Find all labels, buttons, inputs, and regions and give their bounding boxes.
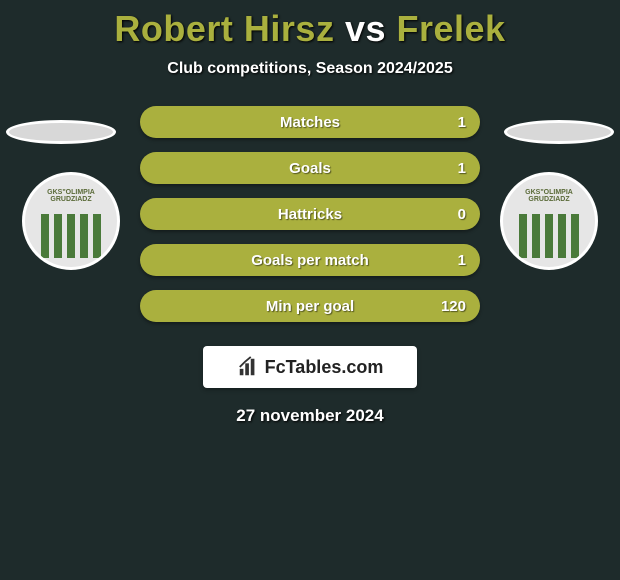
badge-text-right: GKS"OLIMPIA GRUDZIADZ (525, 189, 573, 204)
badge-text-left: GKS"OLIMPIA GRUDZIADZ (47, 189, 95, 204)
stat-label: Matches (280, 114, 340, 131)
badge-stripes-left (41, 214, 101, 258)
comparison-title: Robert Hirsz vs Frelek (0, 0, 620, 50)
player2-name: Frelek (397, 8, 506, 49)
stat-row-hattricks: Hattricks 0 (140, 198, 480, 230)
stat-label: Hattricks (278, 206, 342, 223)
stat-label: Goals (289, 160, 331, 177)
stat-row-matches: Matches 1 (140, 106, 480, 138)
stat-right-value: 0 (458, 206, 466, 223)
snapshot-date: 27 november 2024 (0, 406, 620, 426)
stat-right-value: 1 (458, 160, 466, 177)
stat-row-min-per-goal: Min per goal 120 (140, 290, 480, 322)
brand-text: FcTables.com (265, 357, 384, 378)
decoration-ellipse-left (6, 120, 116, 144)
stat-row-goals-per-match: Goals per match 1 (140, 244, 480, 276)
stats-list: Matches 1 Goals 1 Hattricks 0 Goals per … (140, 106, 480, 322)
versus-label: vs (345, 8, 386, 49)
stat-right-value: 120 (441, 298, 466, 315)
decoration-ellipse-right (504, 120, 614, 144)
stat-row-goals: Goals 1 (140, 152, 480, 184)
player1-name: Robert Hirsz (114, 8, 334, 49)
fctables-brand-badge: FcTables.com (203, 346, 417, 388)
stat-right-value: 1 (458, 252, 466, 269)
badge-stripes-right (519, 214, 579, 258)
club-badge-left: GKS"OLIMPIA GRUDZIADZ (22, 172, 120, 270)
bar-chart-icon (237, 356, 259, 378)
subtitle: Club competitions, Season 2024/2025 (0, 60, 620, 78)
stat-label: Goals per match (251, 252, 369, 269)
stat-label: Min per goal (266, 298, 354, 315)
stat-right-value: 1 (458, 114, 466, 131)
club-badge-right: GKS"OLIMPIA GRUDZIADZ (500, 172, 598, 270)
